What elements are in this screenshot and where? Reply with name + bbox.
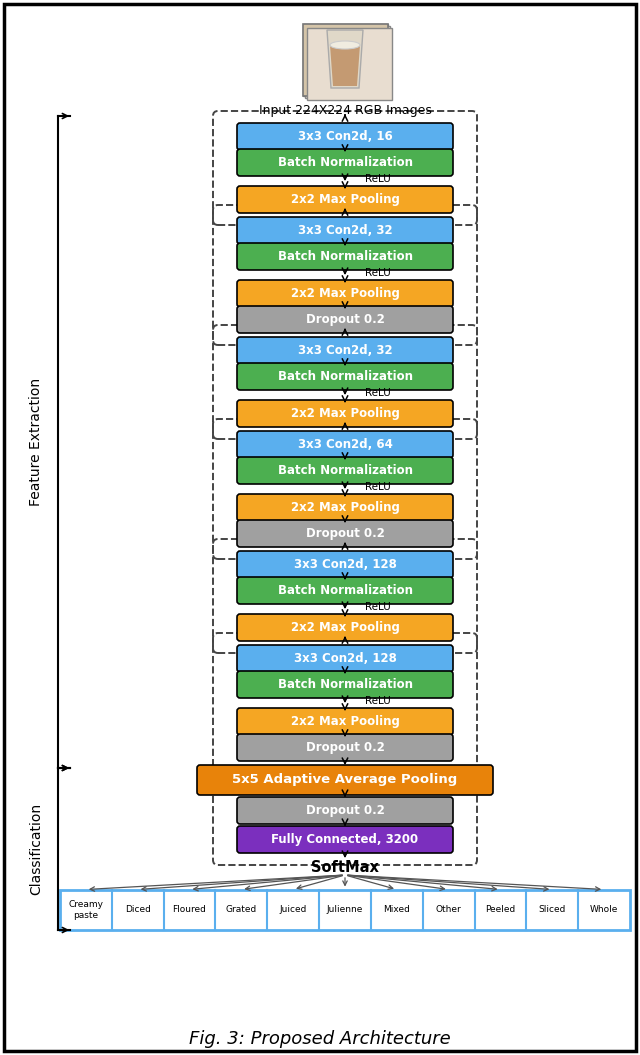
Ellipse shape [330,41,360,49]
Text: Classification: Classification [29,803,43,895]
Text: Whole: Whole [590,905,618,915]
FancyBboxPatch shape [237,734,453,761]
Text: Juiced: Juiced [280,905,307,915]
Text: ReLU: ReLU [365,173,391,184]
Text: Batch Normalization: Batch Normalization [278,678,413,691]
Text: ReLU: ReLU [365,481,391,492]
Text: 3x3 Con2d, 128: 3x3 Con2d, 128 [294,652,396,665]
Text: Feature Extraction: Feature Extraction [29,378,43,506]
FancyBboxPatch shape [237,123,453,150]
Text: 2x2 Max Pooling: 2x2 Max Pooling [291,287,399,300]
FancyBboxPatch shape [237,577,453,605]
Text: Floured: Floured [173,905,207,915]
FancyBboxPatch shape [197,765,493,795]
FancyBboxPatch shape [237,400,453,427]
FancyBboxPatch shape [237,826,453,853]
FancyBboxPatch shape [237,708,453,735]
Text: Diced: Diced [125,905,150,915]
Polygon shape [330,45,360,87]
Text: 2x2 Max Pooling: 2x2 Max Pooling [291,621,399,634]
FancyBboxPatch shape [237,217,453,244]
FancyBboxPatch shape [237,363,453,390]
Text: Batch Normalization: Batch Normalization [278,250,413,263]
FancyBboxPatch shape [237,337,453,364]
Text: Mixed: Mixed [383,905,410,915]
Text: Dropout 0.2: Dropout 0.2 [305,528,385,540]
Text: Creamy
paste: Creamy paste [68,900,104,920]
FancyBboxPatch shape [60,890,630,931]
FancyBboxPatch shape [307,28,392,100]
Text: 2x2 Max Pooling: 2x2 Max Pooling [291,193,399,206]
Text: 2x2 Max Pooling: 2x2 Max Pooling [291,407,399,420]
FancyBboxPatch shape [237,494,453,521]
Text: Dropout 0.2: Dropout 0.2 [305,741,385,754]
Text: 2x2 Max Pooling: 2x2 Max Pooling [291,715,399,728]
Text: ReLU: ReLU [365,387,391,398]
Text: Batch Normalization: Batch Normalization [278,370,413,383]
Text: Batch Normalization: Batch Normalization [278,584,413,597]
Text: Dropout 0.2: Dropout 0.2 [305,804,385,817]
Text: Batch Normalization: Batch Normalization [278,156,413,169]
FancyBboxPatch shape [237,551,453,578]
Text: Input 224X224 RGB Images: Input 224X224 RGB Images [259,104,431,117]
FancyBboxPatch shape [237,280,453,307]
FancyBboxPatch shape [237,431,453,458]
FancyBboxPatch shape [237,149,453,176]
Text: 2x2 Max Pooling: 2x2 Max Pooling [291,501,399,514]
FancyBboxPatch shape [237,243,453,270]
Polygon shape [327,30,363,88]
Text: Julienne: Julienne [327,905,363,915]
FancyBboxPatch shape [237,457,453,484]
Text: Other: Other [436,905,461,915]
Text: ReLU: ReLU [365,695,391,706]
Text: Batch Normalization: Batch Normalization [278,464,413,477]
FancyBboxPatch shape [237,306,453,333]
Text: 3x3 Con2d, 32: 3x3 Con2d, 32 [298,224,392,237]
Text: Peeled: Peeled [485,905,516,915]
FancyBboxPatch shape [237,645,453,672]
Text: 3x3 Con2d, 32: 3x3 Con2d, 32 [298,344,392,357]
Text: 3x3 Con2d, 16: 3x3 Con2d, 16 [298,130,392,143]
Text: Fully Connected, 3200: Fully Connected, 3200 [271,833,419,846]
FancyBboxPatch shape [237,614,453,641]
Text: 5x5 Adaptive Average Pooling: 5x5 Adaptive Average Pooling [232,773,458,786]
Text: 3x3 Con2d, 64: 3x3 Con2d, 64 [298,438,392,450]
FancyBboxPatch shape [237,797,453,824]
Text: 3x3 Con2d, 128: 3x3 Con2d, 128 [294,558,396,571]
FancyBboxPatch shape [237,520,453,546]
Text: SoftMax: SoftMax [311,861,379,876]
Text: Dropout 0.2: Dropout 0.2 [305,313,385,326]
FancyBboxPatch shape [305,26,390,98]
Text: Fig. 3: Proposed Architecture: Fig. 3: Proposed Architecture [189,1030,451,1048]
FancyBboxPatch shape [237,186,453,213]
FancyBboxPatch shape [237,671,453,698]
Text: Grated: Grated [226,905,257,915]
FancyBboxPatch shape [303,24,387,96]
Text: Sliced: Sliced [539,905,566,915]
Text: ReLU: ReLU [365,268,391,277]
Text: ReLU: ReLU [365,601,391,612]
FancyBboxPatch shape [303,24,387,96]
